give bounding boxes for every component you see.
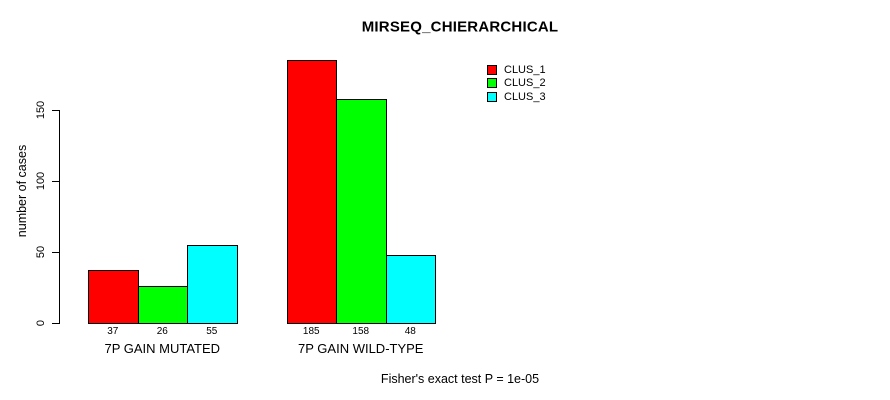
- bar-clus_3-group2: [385, 254, 436, 324]
- y-axis-line: [59, 110, 60, 324]
- bar-value-label: 185: [302, 326, 320, 337]
- legend-item-clus_2: CLUS_2: [487, 77, 546, 91]
- footnote-fisher-test: Fisher's exact test P = 1e-05: [380, 372, 540, 386]
- bar-value-label: 26: [156, 326, 168, 337]
- y-axis-tick-label: 150: [35, 100, 47, 120]
- y-axis-tick-label: 0: [35, 319, 47, 327]
- y-axis-tick: [52, 110, 59, 111]
- x-axis-category-label: 7P GAIN MUTATED: [104, 341, 221, 356]
- chart-title: MIRSEQ_CHIERARCHICAL: [361, 18, 559, 36]
- bar-clus_2-group2: [336, 98, 387, 324]
- legend-swatch-icon: [487, 78, 497, 89]
- y-axis-tick: [52, 181, 59, 182]
- legend-label: CLUS_3: [504, 90, 546, 103]
- legend-item-clus_1: CLUS_1: [487, 63, 546, 77]
- bar-value-label: 37: [107, 326, 119, 337]
- legend: CLUS_1 CLUS_2 CLUS_3: [487, 63, 546, 104]
- bar-value-label: 158: [352, 326, 370, 337]
- bar-value-label: 48: [404, 326, 416, 337]
- legend-item-clus_3: CLUS_3: [487, 90, 546, 104]
- legend-label: CLUS_1: [504, 63, 546, 76]
- legend-swatch-icon: [487, 91, 497, 102]
- legend-swatch-icon: [487, 64, 497, 75]
- bar-clus_2-group1: [137, 286, 188, 324]
- y-axis-tick-label: 50: [35, 245, 47, 259]
- bar-clus_1-group2: [286, 60, 337, 324]
- bar-clus_3-group1: [187, 244, 238, 324]
- x-axis-category-label: 7P GAIN WILD-TYPE: [298, 341, 424, 356]
- bar-value-label: 55: [206, 326, 218, 337]
- y-axis-tick: [52, 252, 59, 253]
- y-axis-tick-label: 100: [35, 171, 47, 191]
- legend-label: CLUS_2: [504, 77, 546, 90]
- y-axis-tick: [52, 323, 59, 324]
- bar-clus_1-group1: [88, 270, 139, 324]
